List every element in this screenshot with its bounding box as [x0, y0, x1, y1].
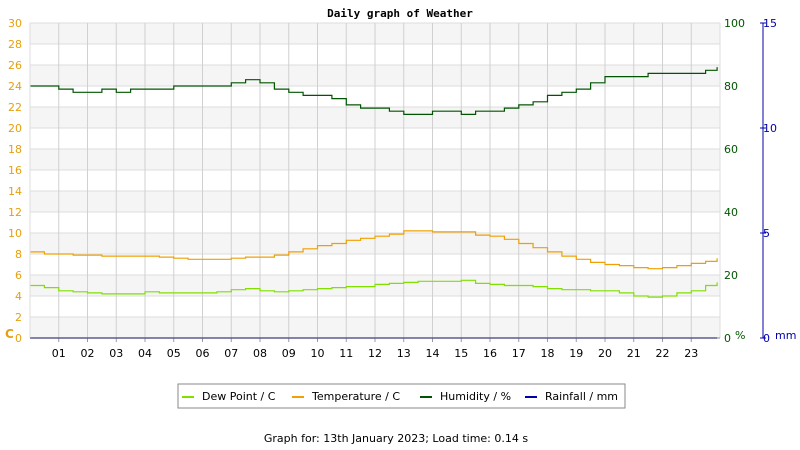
- temp-axis-unit-label: C: [5, 327, 14, 341]
- x-tick-label: 08: [253, 347, 267, 360]
- x-tick-label: 23: [684, 347, 698, 360]
- x-tick-label: 02: [81, 347, 95, 360]
- humidity-tick-label: 60: [724, 143, 738, 156]
- rain-tick-label: 5: [763, 227, 770, 240]
- humidity-tick-label: 20: [724, 269, 738, 282]
- rain-tick-label: 15: [763, 17, 777, 30]
- legend-label-0: Dew Point / C: [202, 390, 276, 403]
- temp-tick-label: 18: [8, 143, 22, 156]
- temp-tick-label: 16: [8, 164, 22, 177]
- temp-tick-label: 0: [15, 332, 22, 345]
- legend-label-3: Rainfall / mm: [545, 390, 618, 403]
- humidity-tick-label: 100: [724, 17, 745, 30]
- x-tick-label: 17: [512, 347, 526, 360]
- x-tick-label: 21: [627, 347, 641, 360]
- temp-tick-label: 6: [15, 269, 22, 282]
- temp-tick-label: 14: [8, 185, 22, 198]
- x-tick-label: 16: [483, 347, 497, 360]
- series-line-2: [30, 67, 718, 115]
- x-tick-label: 19: [569, 347, 583, 360]
- temp-tick-label: 2: [15, 311, 22, 324]
- x-tick-label: 06: [196, 347, 210, 360]
- temp-tick-label: 8: [15, 248, 22, 261]
- humidity-axis-unit-label: %: [735, 329, 745, 342]
- x-tick-label: 13: [397, 347, 411, 360]
- x-tick-label: 11: [339, 347, 353, 360]
- x-tick-label: 20: [598, 347, 612, 360]
- rain-axis-unit-label: mm: [775, 329, 796, 342]
- x-tick-label: 04: [138, 347, 152, 360]
- temp-tick-label: 20: [8, 122, 22, 135]
- series-line-0: [30, 279, 718, 298]
- x-tick-label: 14: [426, 347, 440, 360]
- x-tick-label: 18: [541, 347, 555, 360]
- temp-tick-label: 4: [15, 290, 22, 303]
- x-tick-label: 12: [368, 347, 382, 360]
- x-tick-label: 15: [454, 347, 468, 360]
- temp-tick-label: 26: [8, 59, 22, 72]
- legend-label-1: Temperature / C: [311, 390, 400, 403]
- temp-tick-label: 12: [8, 206, 22, 219]
- chart-title: Daily graph of Weather: [327, 7, 473, 20]
- temp-tick-label: 28: [8, 38, 22, 51]
- humidity-tick-label: 80: [724, 80, 738, 93]
- x-tick-label: 03: [109, 347, 123, 360]
- temp-tick-label: 30: [8, 17, 22, 30]
- series-line-1: [30, 230, 718, 270]
- x-tick-label: 10: [311, 347, 325, 360]
- x-tick-label: 22: [656, 347, 670, 360]
- legend-box: [177, 383, 626, 409]
- temp-tick-label: 24: [8, 80, 22, 93]
- temp-tick-label: 10: [8, 227, 22, 240]
- legend-label-2: Humidity / %: [440, 390, 511, 403]
- rain-tick-label: 10: [763, 122, 777, 135]
- x-tick-label: 09: [282, 347, 296, 360]
- humidity-tick-label: 40: [724, 206, 738, 219]
- footer-text: Graph for: 13th January 2023; Load time:…: [264, 432, 528, 445]
- rain-tick-label: 0: [763, 332, 770, 345]
- x-tick-label: 07: [224, 347, 238, 360]
- humidity-tick-label: 0: [724, 332, 731, 345]
- x-tick-label: 05: [167, 347, 181, 360]
- x-tick-label: 01: [52, 347, 66, 360]
- temp-tick-label: 22: [8, 101, 22, 114]
